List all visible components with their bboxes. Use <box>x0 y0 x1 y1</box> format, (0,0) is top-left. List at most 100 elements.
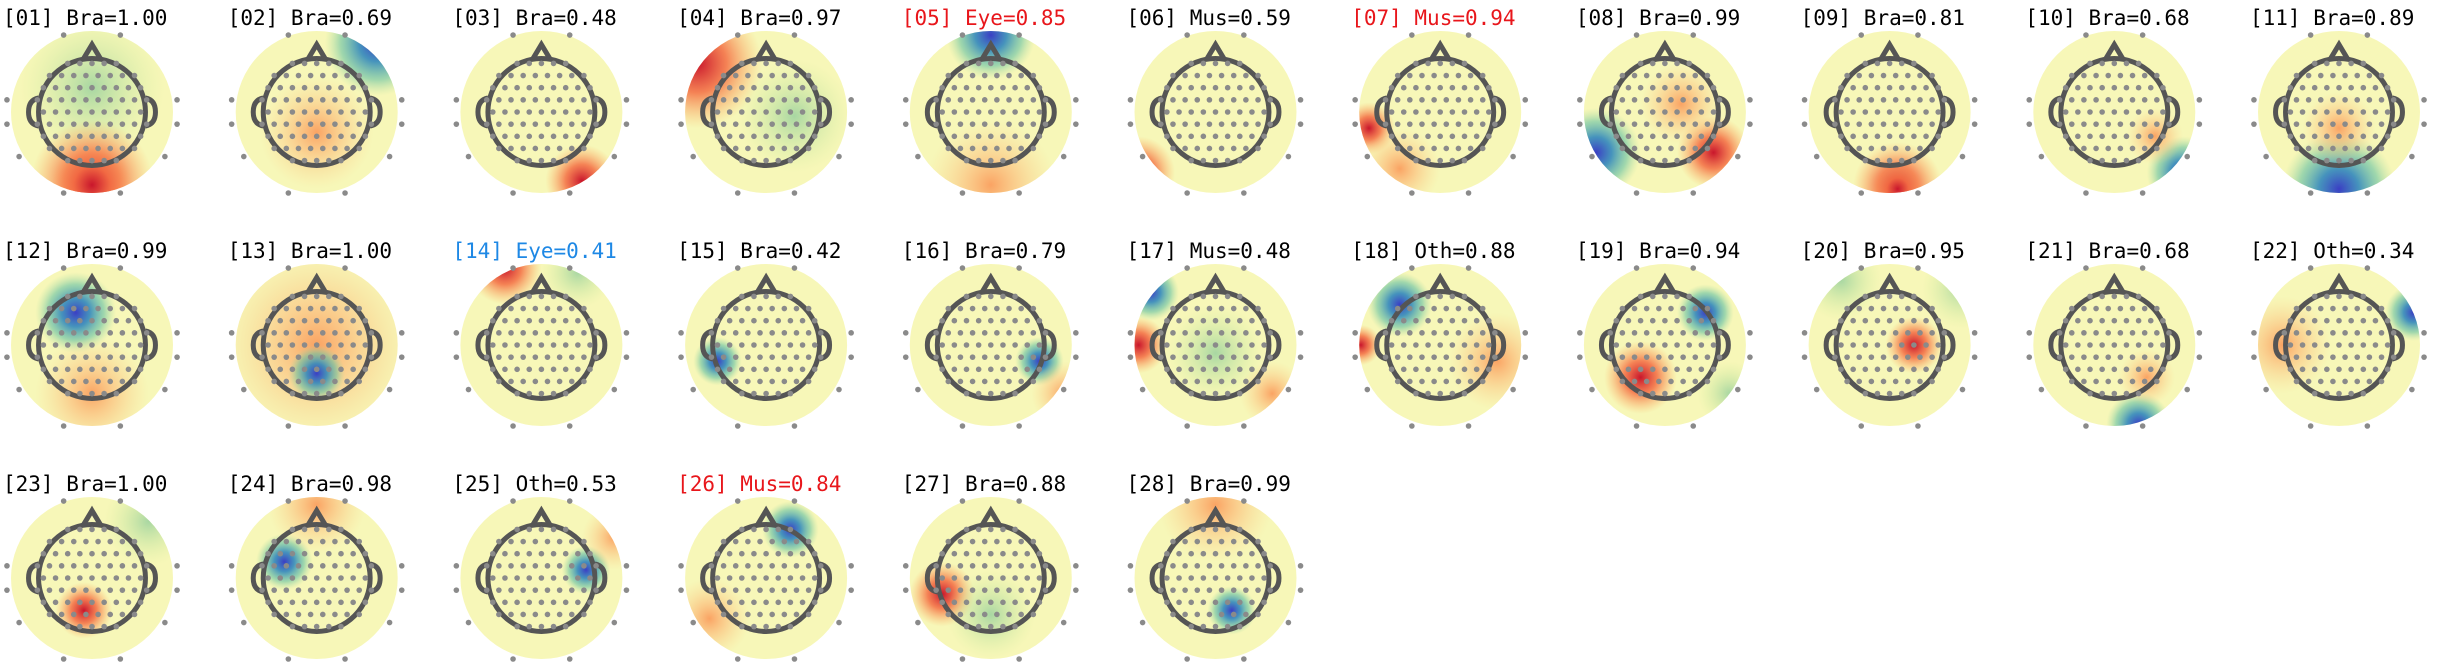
electrode <box>89 109 95 115</box>
electrode <box>2139 265 2146 271</box>
electrode <box>556 587 563 593</box>
electrode <box>720 563 727 569</box>
electrode <box>1710 317 1717 324</box>
electrode <box>556 145 563 152</box>
electrode <box>1409 190 1415 196</box>
electrode <box>1200 109 1207 115</box>
electrode <box>2083 190 2089 196</box>
electrode <box>386 386 393 393</box>
electrode <box>1407 121 1413 127</box>
electrode <box>2068 145 2075 152</box>
electrode <box>496 378 502 385</box>
electrode <box>1698 133 1705 140</box>
electrode <box>1844 305 1850 312</box>
electrode <box>1911 390 1917 397</box>
electrode <box>811 366 818 373</box>
topomap <box>678 264 854 429</box>
electrode <box>957 538 964 545</box>
electrode <box>2305 305 2312 312</box>
electrode <box>143 563 150 569</box>
electrode <box>793 611 800 618</box>
electrode <box>1261 575 1267 581</box>
electrode <box>1006 72 1012 79</box>
electrode <box>1892 378 1899 385</box>
electrode <box>326 157 332 164</box>
electrode <box>1218 538 1225 545</box>
electrode <box>1188 599 1194 606</box>
electrode <box>781 587 788 593</box>
electrode <box>957 378 964 385</box>
electrode <box>544 145 551 152</box>
electrode <box>490 342 496 348</box>
electrode <box>2135 84 2142 91</box>
electrode <box>496 563 502 569</box>
ear <box>818 328 833 362</box>
electrode <box>283 538 290 545</box>
electrode <box>751 293 757 300</box>
electrode <box>1868 378 1875 385</box>
electrode <box>994 538 1000 545</box>
electrode <box>2317 145 2324 152</box>
nose <box>1653 39 1677 61</box>
electrode <box>538 366 545 373</box>
electrode <box>1249 599 1255 606</box>
electrode <box>40 317 47 324</box>
electrode <box>1400 342 1407 348</box>
electrode <box>2147 133 2154 140</box>
electrode <box>1649 366 1656 373</box>
electrode <box>745 378 751 385</box>
electrode <box>969 121 976 127</box>
electrode <box>902 587 909 593</box>
electrode <box>581 145 587 152</box>
electrode <box>1176 317 1182 324</box>
electrode <box>793 538 800 545</box>
electrode <box>757 145 763 152</box>
electrode <box>769 563 775 569</box>
electrode <box>848 354 854 360</box>
electrode <box>739 366 745 373</box>
electrode <box>70 378 77 385</box>
electrode <box>787 84 794 91</box>
electrode <box>1170 538 1176 545</box>
electrode <box>1224 293 1231 300</box>
electrode <box>2111 133 2118 140</box>
electrode <box>1409 423 1415 429</box>
electrode <box>113 366 120 373</box>
electrode <box>1443 72 1450 79</box>
electrode <box>1407 72 1413 79</box>
electrode <box>775 84 782 91</box>
electrode <box>2081 305 2087 312</box>
electrode <box>1856 97 1863 103</box>
electrode <box>301 390 308 397</box>
electrode <box>107 97 114 103</box>
electrode <box>107 563 114 569</box>
electrode <box>1850 84 1856 91</box>
electrode <box>1249 109 1255 115</box>
electrode <box>2062 366 2069 373</box>
topomap <box>453 31 630 196</box>
electrode <box>1012 550 1018 557</box>
electrode <box>568 145 575 152</box>
electrode <box>538 293 545 300</box>
electrode <box>40 550 47 557</box>
electrode <box>285 32 292 38</box>
electrode <box>1030 145 1037 152</box>
electrode <box>1844 354 1850 360</box>
electrode <box>988 84 994 91</box>
electrode <box>714 366 721 373</box>
electrode <box>1018 305 1024 312</box>
electrode <box>362 84 369 91</box>
electrode <box>2293 145 2300 152</box>
electrode <box>587 317 593 324</box>
electrode <box>1880 121 1887 127</box>
electrode <box>2056 354 2063 360</box>
electrode <box>131 72 138 79</box>
electrode <box>2336 84 2342 91</box>
electrode <box>739 293 745 300</box>
electrode <box>502 550 508 557</box>
topomap <box>1577 264 1753 429</box>
topomap <box>2026 31 2203 196</box>
electrode <box>1886 317 1893 324</box>
electrode <box>526 317 533 324</box>
electrode <box>277 550 284 557</box>
